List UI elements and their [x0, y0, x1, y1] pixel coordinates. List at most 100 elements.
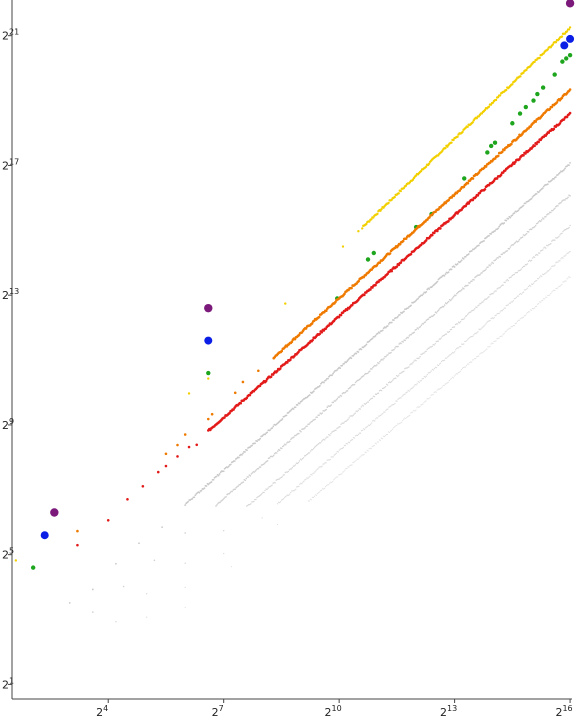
data-point-s6-354 [537, 191, 540, 194]
data-point-s9-91 [364, 427, 367, 429]
data-point-s6-31 [210, 481, 213, 483]
data-point-s8-103 [346, 419, 348, 421]
data-point-s9-36 [309, 475, 311, 477]
data-point-s7-300 [514, 241, 517, 244]
data-point-s3-142 [498, 94, 502, 97]
data-point-s10-72 [377, 441, 379, 443]
data-point-s9-44 [317, 468, 319, 470]
data-point-s8-242 [487, 296, 489, 299]
data-point-s10-160 [467, 363, 469, 365]
data-point-s10-80 [385, 433, 388, 436]
data-point-s9-12 [285, 495, 287, 498]
data-point-s5-356 [558, 122, 562, 125]
data-point-s6-190 [371, 337, 374, 340]
data-point-s8-286 [531, 257, 534, 259]
data-point-s10-193 [500, 335, 502, 337]
data-point-s8-117 [360, 406, 362, 408]
data-point-s8-38 [280, 476, 282, 479]
data-point-s8-194 [438, 338, 441, 340]
data-point-s3-25 [380, 207, 383, 211]
data-point-s10-41 [346, 467, 348, 470]
data-point-s9-59 [332, 456, 334, 458]
data-point-s6-152 [333, 371, 335, 373]
data-point-s5-50 [248, 393, 252, 397]
data-point-s9-70 [343, 444, 346, 447]
data-point-s7-323 [537, 221, 540, 223]
data-point-s10-189 [496, 338, 498, 340]
data-point-s8-142 [385, 383, 388, 386]
data-point-s10-17 [321, 488, 324, 490]
data-point-s3-13 [368, 220, 371, 223]
data-point-s3-42 [397, 192, 400, 195]
data-point-s8-45 [287, 470, 290, 473]
data-point-s9-120 [394, 402, 396, 405]
data-point-s9-25 [298, 485, 300, 488]
data-point-s10-96 [402, 420, 404, 422]
data-point-s9-290 [566, 252, 568, 255]
data-point-s6-195 [376, 332, 379, 335]
data-point-s3-138 [494, 98, 498, 102]
data-point-s7-181 [394, 347, 396, 349]
data-point-s9-62 [335, 452, 337, 454]
data-point-s9-113 [387, 408, 389, 410]
data-point-s9-164 [438, 363, 441, 365]
data-point-s9-244 [519, 293, 522, 295]
data-point-s9-51 [324, 462, 326, 464]
data-point-s7-354 [569, 195, 571, 197]
data-point-s10-20 [325, 485, 327, 488]
data-point-s6-132 [312, 390, 315, 393]
data-point-s9-221 [496, 313, 498, 315]
data-point-s9-141 [415, 384, 417, 386]
data-point-s7-351 [566, 197, 568, 200]
data-point-s8-262 [507, 279, 509, 282]
data-point-s10-3 [307, 500, 309, 502]
data-point-s4-220 [484, 165, 488, 168]
data-point-s9-228 [503, 307, 505, 309]
data-point-s8-94 [337, 427, 339, 429]
data-point-s9-145 [419, 380, 421, 382]
data-point-s7-253 [467, 284, 469, 287]
data-point-s9-151 [425, 375, 427, 377]
data-point-s5-335 [537, 140, 540, 144]
data-point-s10-168 [475, 358, 477, 360]
data-point-s8-184 [428, 347, 430, 349]
data-point-s9-239 [514, 297, 517, 300]
data-point-s9-218 [493, 317, 495, 319]
data-point-s9-209 [484, 324, 486, 326]
data-point-s9-82 [355, 434, 358, 437]
data-point-s9-52 [325, 462, 327, 464]
data-point-s6-363 [546, 183, 549, 186]
data-point-s8-299 [545, 247, 547, 249]
data-point-s7-335 [550, 211, 552, 214]
data-point-s7-26 [237, 485, 240, 487]
data-point-s9-144 [418, 381, 420, 384]
data-point-s9-112 [386, 408, 388, 411]
data-point-s9-256 [531, 283, 534, 285]
data-point-s5-333 [535, 142, 538, 146]
data-point-s7-34 [245, 477, 248, 480]
data-point-s7-170 [383, 357, 385, 360]
data-point-s4-115 [378, 261, 382, 264]
data-point-s5-3 [141, 484, 145, 488]
data-point-s10-90 [396, 424, 398, 427]
data-point-s10-126 [432, 394, 434, 396]
data-point-s9-275 [551, 265, 553, 267]
data-point-s8-100 [343, 422, 345, 424]
data-point-s8-167 [411, 363, 413, 365]
data-point-s7-117 [329, 405, 332, 407]
data-point-s9-95 [369, 424, 371, 427]
data-point-s10-136 [442, 384, 444, 387]
data-point-s10-24 [329, 482, 331, 484]
data-point-s2-19 [564, 56, 569, 61]
data-point-s6-128 [308, 394, 311, 396]
data-point-s6-76 [256, 440, 259, 443]
data-point-s10-12 [316, 493, 319, 495]
data-point-s6-239 [421, 294, 424, 297]
data-point-s8-268 [513, 273, 516, 276]
data-point-s9-227 [502, 308, 504, 311]
data-point-s6-385 [569, 161, 571, 164]
data-point-s7-42 [253, 471, 256, 473]
data-point-s6-300 [483, 240, 485, 242]
data-point-s7-126 [338, 396, 341, 398]
data-point-s6-358 [541, 187, 544, 190]
